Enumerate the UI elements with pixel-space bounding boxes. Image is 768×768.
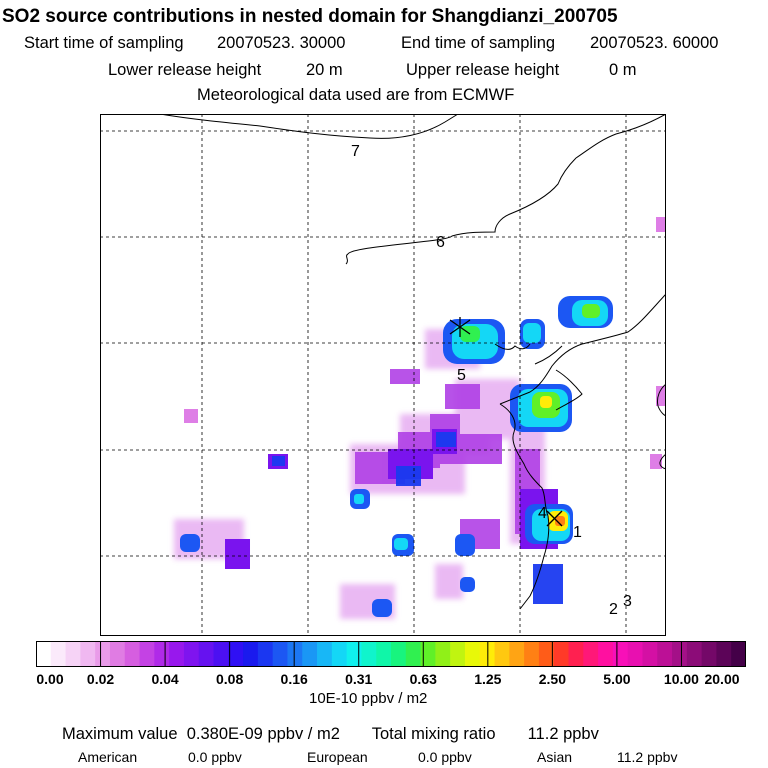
region-european-value: 0.0 ppbv (418, 749, 472, 765)
colorbar-cell (583, 641, 599, 667)
region-label-2: 2 (609, 601, 618, 618)
region-european-name: European (307, 749, 368, 765)
colorbar-cell (376, 641, 392, 667)
colorbar-tick-label: 0.00 (36, 671, 64, 687)
colorbar-cell (435, 641, 451, 667)
colorbar-cell (198, 641, 215, 667)
hotspot-north (443, 319, 505, 364)
colorbar-cell (464, 641, 481, 667)
colorbar-cell (243, 641, 259, 667)
graticule (100, 114, 666, 636)
colorbar-tick-label: 2.50 (538, 671, 566, 687)
colorbar-cell (524, 641, 540, 667)
colorbar-tick-label: 0.08 (216, 671, 244, 687)
end-sampling-label: End time of sampling (401, 34, 556, 52)
region-label-5: 5 (457, 367, 466, 384)
colorbar-tick-label: 1.25 (474, 671, 502, 687)
colorbar-tick-label: 0.31 (345, 671, 373, 687)
colorbar-tick-label: 5.00 (603, 671, 631, 687)
colorbar-cell (302, 641, 318, 667)
region-american-value: 0.0 ppbv (188, 749, 242, 765)
colorbar-cell (701, 641, 718, 667)
colorbar-cell (538, 641, 555, 667)
region-label-4: 4 (538, 505, 547, 522)
colorbar-cell (213, 641, 229, 667)
station-marker-south (546, 510, 563, 527)
upper-release-value: 0 m (609, 61, 637, 79)
colorbar-cell (183, 641, 200, 667)
lower-release-label: Lower release height (108, 61, 262, 79)
colorbar-cell (612, 641, 629, 667)
upper-release-label: Upper release height (406, 61, 560, 79)
colorbar-cell (731, 641, 746, 667)
colorbar-tick-label: 20.00 (704, 671, 740, 687)
colorbar-cell (657, 641, 673, 667)
colorbar-cell (80, 641, 96, 667)
region-asian-name: Asian (537, 749, 573, 765)
colorbar-cell (598, 641, 614, 667)
colorbar-tick-label: 0.04 (151, 671, 179, 687)
region-american-name: American (78, 749, 138, 765)
total-mixing-value: 11.2 ppbv (527, 725, 599, 743)
colorbar-cell (228, 641, 244, 667)
lower-release-value: 20 m (306, 61, 343, 79)
colorbar-cell (65, 641, 81, 667)
colorbar-cell (716, 641, 732, 667)
summary-line: Maximum value 0.380E-09 ppbv / m2 Total … (62, 725, 599, 744)
colorbar-cell (346, 641, 363, 667)
colorbar-cell (509, 641, 525, 667)
colorbar-cell (568, 641, 584, 667)
colorbar-cell (272, 641, 289, 667)
region-label-6: 6 (436, 234, 445, 251)
max-value-label: Maximum value (62, 725, 178, 743)
colorbar-cell (450, 641, 466, 667)
region-label-3: 3 (623, 593, 632, 610)
colorbar-cell (686, 641, 703, 667)
colorbar-cell (553, 641, 570, 667)
max-value: 0.380E-09 ppbv / m2 (186, 725, 340, 743)
colorbar-units: 10E-10 ppbv / m2 (309, 690, 428, 707)
colorbar-cell (124, 641, 141, 667)
hotspot-coast (510, 384, 572, 432)
colorbar-tick-label: 10.00 (663, 671, 699, 687)
colorbar-cell (627, 641, 644, 667)
colorbar-cell (494, 641, 510, 667)
end-sampling-value: 20070523. 60000 (590, 34, 719, 52)
colorbar-cell (36, 641, 52, 667)
colorbar-cell (109, 641, 126, 667)
start-sampling-value: 20070523. 30000 (217, 34, 346, 52)
concentration-field (174, 217, 666, 619)
colorbar-cell (672, 641, 688, 667)
total-mixing-label: Total mixing ratio (371, 725, 496, 743)
colorbar-cell (405, 641, 422, 667)
hotspot-northeast (520, 296, 613, 349)
colorbar-cell (50, 641, 67, 667)
colorbar-cell (154, 641, 170, 667)
colorbar-cell (317, 641, 333, 667)
colorbar-cell (287, 641, 303, 667)
colorbar-cell (139, 641, 155, 667)
map-panel: 7 6 5 4 1 2 3 (100, 114, 666, 636)
colorbar-cell (391, 641, 407, 667)
colorbar-tick-label: 0.16 (280, 671, 308, 687)
region-label-7: 7 (351, 143, 360, 160)
region-label-1: 1 (573, 524, 582, 541)
station-marker (449, 317, 471, 337)
coastline (159, 114, 666, 610)
met-data-line: Meteorological data used are from ECMWF (197, 86, 515, 104)
map-title: SO2 source contributions in nested domai… (2, 6, 618, 27)
colorbar (36, 641, 746, 667)
colorbar-cell (420, 641, 436, 667)
colorbar-tick-label: 0.63 (409, 671, 437, 687)
colorbar-cell (331, 641, 348, 667)
colorbar-cell (361, 641, 377, 667)
colorbar-cell (95, 641, 111, 667)
region-asian-value: 11.2 ppbv (617, 749, 678, 765)
colorbar-tick-label: 0.02 (86, 671, 115, 687)
start-sampling-label: Start time of sampling (24, 34, 184, 52)
colorbar-cell (257, 641, 274, 667)
colorbar-cell (169, 641, 185, 667)
colorbar-cell (642, 641, 658, 667)
